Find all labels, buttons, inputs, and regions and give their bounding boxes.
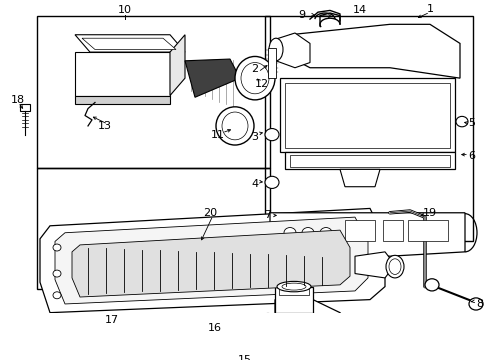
Ellipse shape (282, 283, 306, 290)
Circle shape (53, 270, 61, 277)
Polygon shape (170, 35, 185, 95)
Bar (265, 15, 473, 242)
Bar (383, 220, 403, 240)
Polygon shape (82, 38, 176, 50)
Text: 1: 1 (426, 4, 434, 14)
Polygon shape (185, 59, 240, 97)
Bar (275, 287, 313, 312)
Bar (268, 48, 276, 78)
Polygon shape (340, 169, 380, 187)
Polygon shape (75, 35, 185, 52)
Text: 19: 19 (423, 208, 437, 218)
Bar (408, 220, 448, 240)
Circle shape (53, 292, 61, 299)
Ellipse shape (235, 57, 275, 100)
Polygon shape (355, 252, 395, 278)
Text: 18: 18 (11, 95, 25, 105)
Ellipse shape (241, 63, 269, 94)
Ellipse shape (269, 38, 283, 61)
Circle shape (425, 279, 439, 291)
Bar (290, 154, 450, 167)
Text: 4: 4 (251, 179, 259, 189)
Bar (255, 339, 375, 360)
Ellipse shape (389, 259, 401, 274)
Polygon shape (75, 52, 170, 95)
Circle shape (262, 314, 274, 324)
Text: 9: 9 (298, 10, 306, 20)
Text: 17: 17 (105, 315, 119, 325)
Bar (279, 287, 309, 295)
Circle shape (284, 228, 296, 238)
Ellipse shape (277, 282, 311, 292)
Polygon shape (280, 24, 460, 78)
Circle shape (469, 298, 483, 310)
Text: 15: 15 (238, 355, 252, 360)
Ellipse shape (386, 255, 404, 278)
Text: 11: 11 (211, 130, 225, 140)
Polygon shape (285, 152, 455, 169)
Polygon shape (72, 230, 350, 297)
Text: 20: 20 (203, 208, 217, 218)
Ellipse shape (222, 112, 248, 140)
Text: 13: 13 (98, 121, 112, 131)
Circle shape (53, 244, 61, 251)
Circle shape (320, 228, 332, 238)
Polygon shape (40, 208, 385, 312)
Text: 14: 14 (353, 5, 367, 15)
Text: 2: 2 (251, 64, 259, 75)
Polygon shape (270, 213, 465, 256)
Polygon shape (276, 33, 310, 68)
Text: 8: 8 (476, 299, 484, 309)
Circle shape (456, 116, 468, 127)
Text: 12: 12 (255, 79, 269, 89)
Bar (345, 220, 375, 240)
Text: 10: 10 (118, 5, 132, 15)
Polygon shape (75, 95, 170, 104)
Polygon shape (55, 217, 368, 304)
Polygon shape (275, 300, 365, 360)
Text: 7: 7 (265, 210, 271, 220)
Bar (20, 104, 30, 111)
Text: 3: 3 (251, 132, 259, 142)
Polygon shape (280, 78, 455, 152)
Ellipse shape (216, 107, 254, 145)
Text: 16: 16 (208, 323, 222, 333)
Text: 6: 6 (468, 151, 475, 161)
Bar (285, 82, 450, 148)
Circle shape (302, 228, 314, 238)
Bar (37, 168, 270, 289)
Bar (37, 15, 270, 168)
Circle shape (265, 129, 279, 141)
Circle shape (265, 176, 279, 188)
Text: 5: 5 (468, 118, 475, 128)
